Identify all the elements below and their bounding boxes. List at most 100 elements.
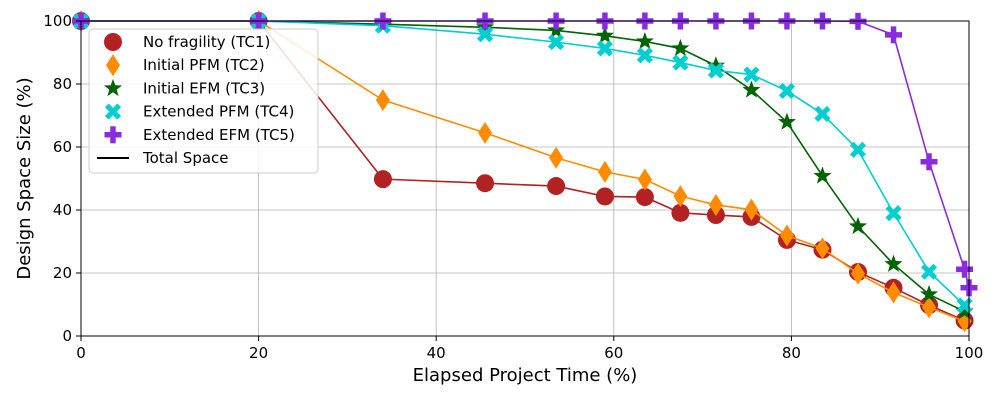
marker-shape — [672, 54, 689, 71]
data-point — [884, 254, 903, 272]
data-point — [477, 26, 494, 43]
data-point — [777, 112, 796, 130]
data-point — [596, 40, 613, 57]
marker-shape — [777, 112, 796, 130]
data-point — [849, 141, 867, 158]
y-tick-label: 80 — [53, 75, 72, 93]
legend-label: Total Space — [142, 149, 229, 167]
legend-item: Total Space — [97, 149, 229, 167]
marker-shape — [742, 80, 761, 98]
marker-shape — [106, 54, 120, 77]
marker-shape — [708, 193, 723, 216]
data-point — [886, 281, 901, 304]
data-point — [743, 66, 760, 83]
legend-item: Extended PFM (TC4) — [104, 103, 294, 121]
legend-label: Extended PFM (TC4) — [143, 103, 294, 121]
data-point — [595, 187, 614, 206]
marker-shape — [476, 174, 495, 193]
marker-shape — [635, 31, 654, 50]
data-point — [548, 34, 565, 51]
data-point — [885, 205, 902, 222]
x-axis-label: Elapsed Project Time (%) — [413, 365, 638, 386]
marker-shape — [597, 160, 612, 183]
data-point — [597, 160, 612, 183]
marker-shape — [848, 216, 868, 235]
legend-swatch — [104, 33, 122, 51]
data-point — [920, 284, 939, 303]
marker-shape — [549, 146, 564, 169]
legend-swatch — [103, 78, 123, 97]
series-line — [81, 20, 965, 322]
marker-shape — [815, 237, 830, 260]
x-tick-label: 0 — [76, 344, 86, 362]
y-axis-label: Design Space Size (%) — [14, 77, 35, 279]
x-tick-label: 100 — [955, 344, 984, 362]
data-point — [706, 56, 725, 74]
marker-shape — [851, 262, 865, 285]
data-point — [671, 38, 690, 57]
marker-shape — [955, 301, 974, 320]
marker-shape — [548, 34, 565, 51]
data-point — [778, 82, 795, 99]
data-point — [476, 174, 495, 193]
marker-shape — [635, 188, 654, 207]
legend-swatch — [104, 103, 122, 120]
data-point — [921, 263, 938, 280]
data-point — [635, 31, 654, 50]
y-tick-label: 20 — [53, 264, 72, 282]
data-point — [549, 146, 564, 169]
marker-shape — [886, 281, 901, 304]
legend-label: Initial EFM (TC3) — [143, 79, 265, 97]
legend-swatch — [106, 54, 120, 77]
marker-shape — [671, 203, 690, 222]
legend-label: No fragility (TC1) — [143, 33, 270, 51]
data-point — [779, 224, 794, 247]
data-point — [373, 170, 392, 189]
x-tick-label: 40 — [427, 344, 446, 362]
legend-item: Extended EFM (TC5) — [104, 126, 295, 144]
data-point — [595, 26, 614, 44]
legend-item: Initial PFM (TC2) — [106, 54, 265, 77]
marker-shape — [884, 254, 903, 272]
data-point — [744, 198, 759, 221]
data-point — [547, 177, 566, 196]
x-tick-label: 60 — [604, 344, 623, 362]
data-point — [547, 20, 566, 39]
marker-shape — [849, 141, 867, 158]
data-point — [637, 168, 652, 191]
marker-shape — [921, 263, 938, 280]
data-point — [920, 153, 938, 171]
marker-shape — [920, 284, 939, 303]
marker-shape — [373, 170, 392, 189]
data-point — [672, 54, 689, 71]
data-point — [815, 237, 830, 260]
legend-swatch — [104, 126, 122, 144]
legend-box — [88, 28, 319, 174]
data-point — [885, 26, 903, 44]
data-point — [955, 301, 974, 320]
y-tick-label: 40 — [53, 201, 72, 219]
marker-shape — [779, 224, 794, 247]
series-extended-pfm-tc4 — [72, 12, 973, 314]
marker-shape — [595, 187, 614, 206]
marker-shape — [671, 38, 690, 57]
marker-shape — [547, 177, 566, 196]
x-tick-label: 80 — [782, 344, 801, 362]
data-point — [707, 62, 724, 79]
marker-shape — [707, 62, 724, 79]
data-point — [673, 185, 688, 208]
marker-shape — [478, 121, 493, 144]
data-point — [814, 105, 831, 122]
y-tick-label: 100 — [43, 12, 72, 30]
axes: 0 20 40 60 80 100 0 20 40 60 80 100 Elapsed Project … — [14, 12, 983, 386]
data-point — [375, 89, 390, 112]
marker-shape — [813, 166, 832, 184]
marker-shape — [778, 82, 795, 99]
marker-shape — [637, 168, 652, 191]
data-point — [956, 260, 974, 278]
legend-item: Initial EFM (TC3) — [103, 78, 265, 97]
marker-shape — [547, 20, 566, 39]
y-tick-label: 0 — [62, 327, 72, 345]
marker-shape — [104, 33, 122, 51]
